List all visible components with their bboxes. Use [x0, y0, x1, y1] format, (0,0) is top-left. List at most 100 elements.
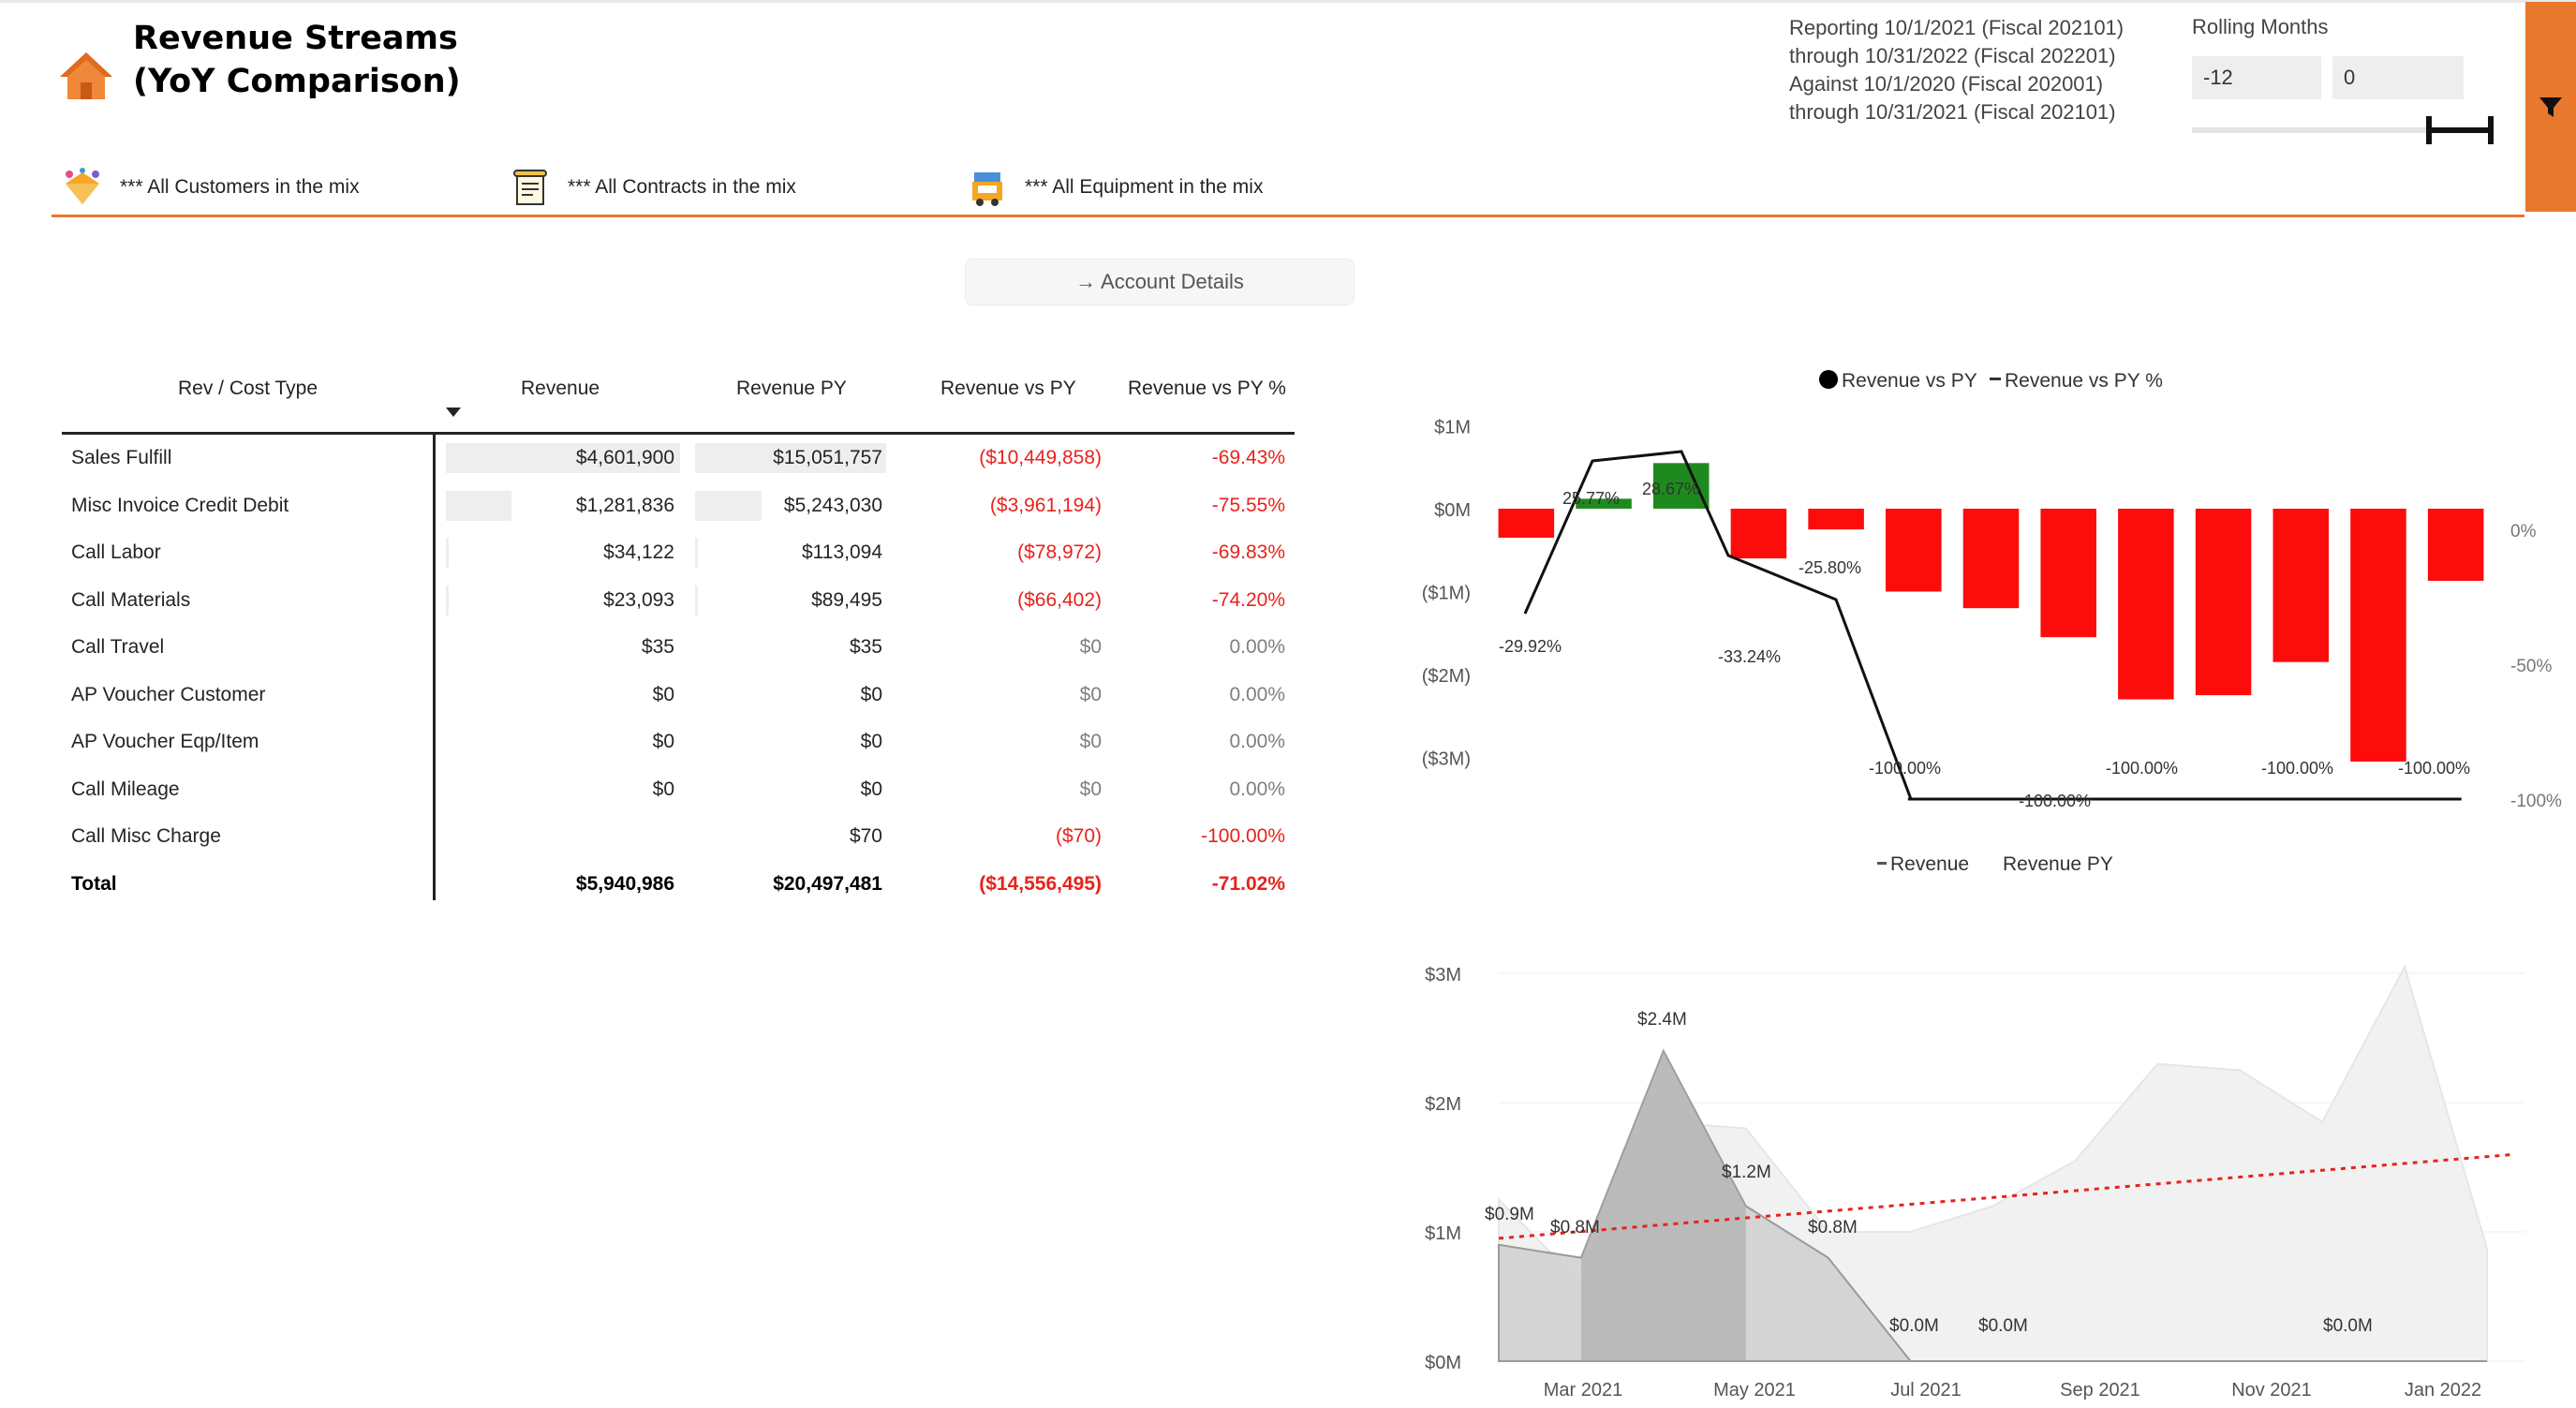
contracts-filter-label: *** All Contracts in the mix — [568, 176, 796, 198]
table-row[interactable]: Call Labor $34,122 $113,094 ($78,972) -69.83… — [62, 529, 1298, 576]
revenue-py-data-bar — [695, 538, 698, 568]
row-type-name: Sales Fulfill — [71, 447, 172, 468]
customers-filter[interactable]: *** All Customers in the mix — [62, 167, 360, 208]
row-revenue-vs-py: ($66,402) — [1017, 588, 1102, 611]
x-axis-tick: Jan 2022 — [2405, 1380, 2481, 1401]
data-label-pct: 28.67% — [1642, 480, 1699, 498]
y-axis-tick: $1M — [1434, 418, 1471, 438]
rolling-months-slider-handle[interactable] — [2426, 116, 2494, 144]
y-axis-tick: $2M — [1425, 1094, 1461, 1115]
table-row[interactable]: AP Voucher Customer $0 $0 $0 0.00% — [62, 672, 1298, 719]
total-label: Total — [71, 872, 117, 895]
filter-funnel-icon — [2539, 97, 2562, 117]
line-marker — [2063, 797, 2075, 801]
total-revenue: $5,940,986 — [575, 872, 674, 895]
table-header-rule — [62, 432, 1295, 435]
table-row[interactable]: Call Mileage $0 $0 $0 0.00% — [62, 766, 1298, 813]
row-revenue-py: $0 — [860, 683, 882, 705]
row-revenue-vs-py-pct: 0.00% — [1229, 636, 1285, 658]
legend-label-revenue-vs-py-pct: Revenue vs PY % — [2005, 370, 2163, 392]
row-revenue: $35 — [641, 636, 674, 658]
table-row[interactable]: Sales Fulfill $4,601,900 $15,051,757 ($10,4… — [62, 435, 1298, 482]
data-label-pct: -100.00% — [2261, 759, 2333, 778]
rolling-months-slider-track[interactable] — [2192, 127, 2492, 133]
row-revenue-py: $5,243,030 — [783, 494, 882, 516]
y-axis-tick: ($3M) — [1422, 749, 1471, 770]
row-revenue-vs-py-pct: -69.83% — [1211, 541, 1285, 563]
row-type-name: Call Materials — [71, 588, 191, 611]
data-label-revenue: $0.0M — [1889, 1316, 1939, 1336]
home-icon[interactable] — [58, 49, 114, 101]
row-revenue-vs-py: $0 — [1079, 778, 1102, 800]
row-revenue-py: $15,051,757 — [773, 447, 882, 468]
sort-descending-icon[interactable] — [446, 408, 461, 417]
row-revenue-vs-py: ($10,449,858) — [979, 447, 1102, 468]
row-revenue-vs-py-pct: -75.55% — [1211, 494, 1285, 516]
data-label-pct: -100.00% — [2106, 759, 2178, 778]
row-revenue: $0 — [652, 731, 674, 752]
reporting-period: Reporting 10/1/2021 (Fiscal 202101) thro… — [1789, 16, 2124, 124]
revenue-py-data-bar — [695, 490, 762, 521]
col-header-type[interactable]: Rev / Cost Type — [178, 378, 318, 399]
data-label-revenue: $0.0M — [2323, 1316, 2373, 1336]
data-label-pct: -33.24% — [1718, 647, 1781, 666]
y2-axis-tick: -100% — [2510, 792, 2562, 811]
bar-revenue-vs-py — [2350, 509, 2406, 762]
line-marker — [2450, 797, 2462, 801]
row-revenue: $0 — [652, 778, 674, 800]
header-divider — [52, 215, 2524, 217]
row-type-name: Misc Invoice Credit Debit — [71, 494, 289, 516]
table-row[interactable]: Call Travel $35 $35 $0 0.00% — [62, 624, 1298, 671]
revenue-data-bar — [446, 538, 449, 568]
row-revenue-vs-py-pct: 0.00% — [1229, 778, 1285, 800]
data-label-pct: -29.92% — [1499, 637, 1562, 656]
row-revenue-vs-py: ($78,972) — [1017, 541, 1102, 563]
equipment-icon — [972, 172, 1002, 206]
row-type-name: Call Misc Charge — [71, 825, 221, 847]
account-details-button[interactable]: → Account Details — [965, 259, 1355, 305]
rolling-months-from-input[interactable] — [2192, 56, 2321, 99]
header-top-border — [0, 0, 2576, 3]
bar-revenue-vs-py — [1962, 509, 2020, 609]
revenue-py-data-bar — [695, 585, 698, 615]
data-label-revenue: $0.0M — [1978, 1316, 2028, 1336]
line-marker — [2295, 797, 2307, 801]
data-label-revenue: $1.2M — [1722, 1163, 1771, 1182]
table-row[interactable]: Misc Invoice Credit Debit $1,281,836 $5,24… — [62, 482, 1298, 529]
row-revenue-py: $113,094 — [801, 541, 882, 563]
y-axis-tick: ($1M) — [1422, 584, 1471, 604]
rolling-months-to-input[interactable] — [2332, 56, 2464, 99]
table-row[interactable]: AP Voucher Eqp/Item $0 $0 $0 0.00% — [62, 719, 1298, 765]
bar-revenue-vs-py — [2118, 509, 2174, 700]
x-axis-tick: Nov 2021 — [2231, 1380, 2312, 1401]
table-row[interactable]: Call Misc Charge $70 ($70) -100.00% — [62, 813, 1298, 860]
filter-pane-toggle[interactable] — [2525, 2, 2576, 212]
row-revenue: $4,601,900 — [575, 447, 674, 468]
total-revenue-vs-py: ($14,556,495) — [979, 872, 1102, 895]
data-label-pct: -25.80% — [1799, 558, 1861, 577]
contract-scroll-icon — [513, 170, 547, 205]
row-revenue-py: $89,495 — [811, 588, 882, 611]
col-header-vs-py[interactable]: Revenue vs PY — [940, 378, 1076, 399]
legend-line-revenue — [1877, 862, 1887, 865]
contracts-filter[interactable]: *** All Contracts in the mix — [510, 167, 796, 208]
legend-line-revenue-vs-py-pct — [1990, 378, 2001, 380]
area-revenue-peak — [1580, 1050, 1746, 1361]
revenue-data-bar — [446, 490, 511, 521]
equipment-filter[interactable]: *** All Equipment in the mix — [967, 167, 1263, 208]
col-header-revenue[interactable]: Revenue — [521, 378, 600, 399]
row-revenue-vs-py-pct: -74.20% — [1211, 588, 1285, 611]
col-header-vs-py-pct[interactable]: Revenue vs PY % — [1128, 378, 1286, 399]
row-type-name: AP Voucher Customer — [71, 683, 266, 705]
table-total-row[interactable]: Total $5,940,986 $20,497,481 ($14,556,495) -… — [62, 861, 1298, 908]
revenue-data-bar — [446, 585, 449, 615]
row-revenue-vs-py-pct: 0.00% — [1229, 731, 1285, 752]
bar-revenue-vs-py — [1576, 498, 1632, 509]
row-revenue-py: $35 — [849, 636, 882, 658]
row-revenue: $0 — [652, 683, 674, 705]
equipment-filter-label: *** All Equipment in the mix — [1025, 176, 1264, 198]
legend-label-revenue: Revenue — [1890, 853, 1969, 875]
table-row[interactable]: Call Materials $23,093 $89,495 ($66,402) -74… — [62, 577, 1298, 624]
col-header-revenue-py[interactable]: Revenue PY — [736, 378, 847, 399]
